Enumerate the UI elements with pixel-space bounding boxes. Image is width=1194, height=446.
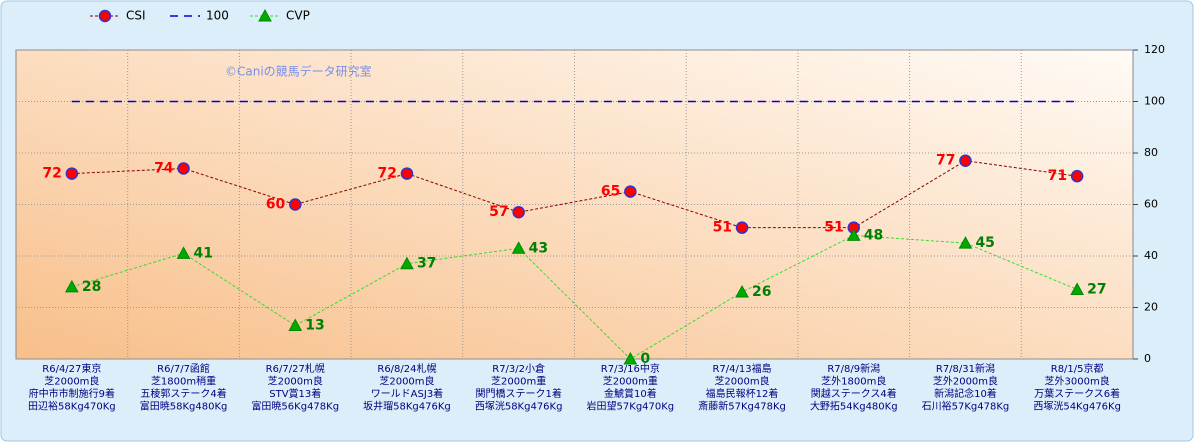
- data-label: 0: [640, 351, 650, 367]
- legend-label: CVP: [286, 9, 310, 23]
- point: [65, 279, 79, 293]
- point: [400, 256, 414, 270]
- x-tick-label: 大野拓54Kg480Kg: [810, 400, 898, 413]
- data-label: 60: [266, 197, 286, 213]
- legend-label: 100: [206, 9, 229, 23]
- data-label: 37: [417, 256, 436, 272]
- x-tick-label: 芝2000m良: [379, 375, 434, 388]
- point: [735, 221, 749, 234]
- point: [289, 198, 302, 211]
- x-tick-label: 福島民報杯12着: [706, 387, 779, 400]
- x-tick-label: 府中市市制施行9着: [29, 387, 115, 400]
- x-tick-label: 芝2000m良: [44, 375, 99, 388]
- data-label: 43: [529, 240, 548, 256]
- data-label: 41: [194, 245, 213, 261]
- x-tick-label: 石川裕57Kg478Kg: [922, 400, 1010, 413]
- point: [958, 236, 973, 249]
- x-tick-label: 万葉ステークス6着: [1034, 387, 1120, 400]
- data-label: 57: [489, 204, 508, 220]
- x-tick-label: R7/3/16中京: [601, 362, 660, 375]
- point: [98, 9, 112, 23]
- point: [65, 167, 79, 180]
- y-tick-label: 0: [1144, 352, 1151, 365]
- point: [511, 241, 526, 254]
- x-tick-label: 田辺裕58Kg470Kg: [28, 400, 116, 413]
- x-tick-label: 芝2000m良: [714, 375, 769, 388]
- x-tick-label: R7/4/13福島: [712, 362, 771, 375]
- x-tick-label: R6/8/24札幌: [377, 362, 436, 375]
- x-tick-label: 岩田望57Kg470Kg: [587, 400, 675, 413]
- y-tick-label: 120: [1144, 43, 1165, 56]
- x-tick-label: 坂井瑠58Kg476Kg: [363, 400, 451, 413]
- data-label: 51: [824, 220, 843, 236]
- data-label: 48: [864, 227, 883, 243]
- x-tick-label: 金鯱賞10着: [604, 387, 657, 400]
- data-label: 27: [1087, 281, 1106, 297]
- x-tick-label: 西塚洸54Kg476Kg: [1033, 400, 1121, 413]
- point: [959, 154, 972, 167]
- y-tick-label: 40: [1144, 249, 1158, 262]
- x-tick-label: 芝外3000m良: [1045, 375, 1110, 388]
- point: [288, 318, 303, 332]
- x-tick-label: R7/8/9新潟: [827, 362, 880, 375]
- x-tick-label: 芝2000m重: [491, 375, 546, 388]
- y-tick-label: 20: [1144, 301, 1158, 314]
- point: [735, 285, 749, 298]
- x-tick-label: 芝2000m良: [268, 375, 323, 388]
- x-tick-label: ワールドASJ3着: [371, 387, 444, 400]
- x-tick-label: 富田暁56Kg478Kg: [251, 400, 339, 413]
- point: [512, 205, 525, 219]
- data-label: 74: [154, 160, 174, 176]
- point: [177, 162, 190, 175]
- x-tick-label: R7/8/31新潟: [936, 362, 995, 375]
- data-label: 72: [42, 166, 61, 182]
- x-tick-label: R8/1/5京都: [1051, 362, 1104, 375]
- point: [623, 351, 638, 365]
- data-label: 65: [601, 184, 620, 200]
- point: [1070, 282, 1084, 295]
- data-label: 26: [752, 284, 771, 300]
- data-label: 28: [82, 279, 101, 295]
- x-tick-label: 富田暁58Kg480Kg: [140, 400, 228, 413]
- x-tick-label: STV賞13着: [269, 387, 321, 400]
- data-label: 77: [936, 153, 955, 169]
- watermark: ©Caniの競馬データ研究室: [225, 64, 372, 79]
- data-label: 45: [975, 235, 994, 251]
- x-tick-label: 関門橋ステーク1着: [475, 387, 561, 400]
- point: [1070, 169, 1084, 183]
- legend-label: CSI: [126, 9, 146, 23]
- x-tick-label: 芝2000m重: [603, 375, 658, 388]
- point: [846, 228, 861, 241]
- point: [176, 246, 191, 259]
- data-label: 13: [305, 318, 324, 334]
- point: [624, 185, 637, 198]
- point: [258, 8, 272, 22]
- x-tick-label: 関越ステークス4着: [811, 387, 897, 400]
- data-label: 51: [713, 220, 732, 236]
- y-tick-label: 100: [1144, 95, 1165, 108]
- x-tick-label: R6/4/27東京: [42, 362, 101, 375]
- x-tick-label: 芝外2000m良: [933, 375, 998, 388]
- y-tick-label: 80: [1144, 146, 1158, 159]
- x-tick-label: 西塚洸58Kg476Kg: [475, 400, 563, 413]
- series-line: [71, 160, 1078, 229]
- x-tick-label: R6/7/27札幌: [266, 362, 325, 375]
- x-tick-label: 新潟記念10着: [934, 387, 997, 400]
- x-tick-label: 芝1800m稍重: [151, 375, 216, 388]
- x-tick-label: R6/7/7函館: [157, 362, 210, 375]
- x-tick-label: 斎藤新57Kg478Kg: [698, 400, 786, 413]
- x-tick-label: 五稜郭ステーク4着: [140, 387, 226, 400]
- data-label: 72: [377, 166, 396, 182]
- y-tick-label: 60: [1144, 198, 1158, 211]
- point: [400, 167, 414, 180]
- x-tick-label: R7/3/2小倉: [492, 362, 545, 375]
- data-label: 71: [1048, 168, 1067, 184]
- x-tick-label: 芝外1800m良: [821, 375, 886, 388]
